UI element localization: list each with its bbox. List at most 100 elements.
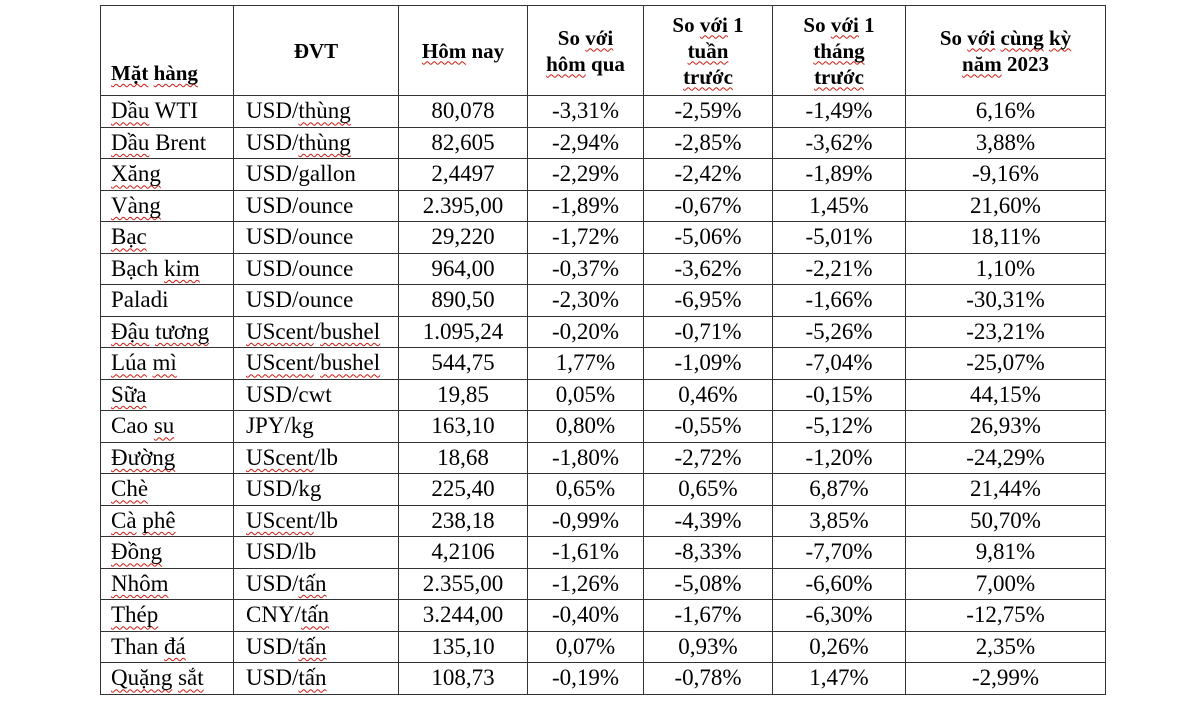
text-segment: USD/ounce xyxy=(246,255,354,281)
cell-so-voi-1-tuan-truoc: -1,67% xyxy=(643,599,773,632)
cell-so-voi-cung-ky-nam-2023: 6,16% xyxy=(905,95,1106,128)
text-segment: 0,26% xyxy=(809,633,869,659)
spellcheck-flagged-text: UScent xyxy=(246,507,314,533)
cell-so-voi-cung-ky-nam-2023: 7,00% xyxy=(905,567,1106,600)
text-segment: WTI xyxy=(149,98,199,124)
cell-unit: UScent/lb xyxy=(233,441,399,474)
text-segment: -5,26% xyxy=(805,318,873,344)
text-segment: 544,75 xyxy=(431,350,495,376)
spellcheck-flagged-text: thùng xyxy=(298,129,351,155)
text-segment: -0,40% xyxy=(551,602,620,628)
cell-commodity: Đường xyxy=(100,441,234,474)
spellcheck-flagged-text: UScent xyxy=(246,350,314,376)
cell-so-voi-cung-ky-nam-2023: 18,11% xyxy=(905,221,1106,254)
cell-unit: USD/tấn xyxy=(233,662,399,695)
cell-so-voi-1-thang-truoc: 6,87% xyxy=(772,473,906,506)
cell-commodity: Đậu tương xyxy=(100,315,234,348)
table-row: Bạc USD/ounce 29,220 -1,72% -5,06% -5,01% 18,1… xyxy=(100,221,1106,254)
text-segment: -1,89% xyxy=(805,161,873,187)
text-segment: Brent xyxy=(149,129,207,155)
cell-hom-nay: 29,220 xyxy=(398,221,528,254)
cell-unit: UScent/bushel xyxy=(233,347,399,380)
text-segment: 108,73 xyxy=(431,665,495,691)
text-segment: 2.355,00 xyxy=(422,570,504,596)
text-segment: ĐVT xyxy=(293,38,339,63)
column-header-so-voi-cung-ky-nam-2023: So với cùng kỳ năm 2023 xyxy=(905,5,1106,96)
table-row: Than đá USD/tấn 135,10 0,07% 0,93% 0,26% 2,35% xyxy=(100,630,1106,663)
text-segment: 0,65% xyxy=(555,476,616,502)
text-segment: -0,71% xyxy=(674,318,742,344)
spellcheck-flagged-text: su xyxy=(153,413,175,439)
cell-so-voi-1-tuan-truoc: 0,93% xyxy=(643,630,773,663)
cell-so-voi-1-tuan-truoc: -0,71% xyxy=(643,315,773,348)
cell-unit: USD/ounce xyxy=(233,252,399,285)
text-segment: So xyxy=(803,12,831,37)
cell-unit: USD/gallon xyxy=(233,158,399,191)
cell-hom-nay: 225,40 xyxy=(398,473,528,506)
column-header-mat-hang: Mặt hàng xyxy=(100,5,234,96)
spellcheck-flagged-text: UScent xyxy=(246,318,314,344)
text-segment: Bạch xyxy=(111,255,165,281)
cell-hom-nay: 82,605 xyxy=(398,126,528,159)
text-segment: -0,15% xyxy=(805,381,873,407)
spellcheck-flagged-text: bushel xyxy=(320,350,381,376)
spellcheck-flagged-text: Vàng xyxy=(111,192,161,218)
text-segment: 1,45% xyxy=(809,192,869,218)
column-header-so-voi-1-thang-truoc: So với 1 tháng trước xyxy=(772,5,906,96)
cell-so-voi-hom-qua: 1,77% xyxy=(527,347,644,380)
cell-commodity: Than đá xyxy=(100,630,234,663)
cell-unit: USD/tấn xyxy=(233,567,399,600)
text-segment: CNY/ xyxy=(246,602,301,628)
spellcheck-flagged-text: tấn xyxy=(298,570,327,596)
cell-so-voi-1-tuan-truoc: -3,62% xyxy=(643,252,773,285)
text-segment: USD/ounce xyxy=(246,224,354,250)
text-segment: 26,93% xyxy=(970,413,1041,439)
cell-so-voi-hom-qua: 0,65% xyxy=(527,473,644,506)
text-segment: -1,66% xyxy=(805,287,873,313)
spellcheck-flagged-text: Đậu xyxy=(111,318,150,344)
spellcheck-flagged-text: hôm xyxy=(546,51,586,76)
spellcheck-flagged-text: UScent xyxy=(246,444,314,470)
text-segment: 50,70% xyxy=(970,507,1041,533)
cell-so-voi-cung-ky-nam-2023: 44,15% xyxy=(905,378,1106,411)
spellcheck-flagged-text: tấn xyxy=(298,633,327,659)
text-segment: USD/ xyxy=(246,665,299,691)
cell-so-voi-hom-qua: -2,94% xyxy=(527,126,644,159)
cell-so-voi-1-thang-truoc: -5,01% xyxy=(772,221,906,254)
text-segment: USD/ xyxy=(246,129,299,155)
text-segment: -24,29% xyxy=(966,444,1045,470)
text-segment: 9,81% xyxy=(975,539,1036,565)
cell-commodity: Paladi xyxy=(100,284,234,317)
cell-so-voi-cung-ky-nam-2023: -9,16% xyxy=(905,158,1106,191)
spellcheck-flagged-text: thùng xyxy=(298,98,351,124)
table-row: Thép CNY/tấn 3.244,00 -0,40% -1,67% -6,30% -12… xyxy=(100,599,1106,632)
spellcheck-flagged-text: Cà xyxy=(111,507,137,533)
text-segment: -1,20% xyxy=(805,444,873,470)
text-segment: 1 xyxy=(858,12,875,37)
cell-so-voi-1-tuan-truoc: -0,55% xyxy=(643,410,773,443)
cell-so-voi-cung-ky-nam-2023: -2,99% xyxy=(905,662,1106,695)
cell-so-voi-1-thang-truoc: -1,20% xyxy=(772,441,906,474)
text-segment: 0,80% xyxy=(555,413,616,439)
cell-so-voi-cung-ky-nam-2023: 3,88% xyxy=(905,126,1106,159)
text-segment: USD/lb xyxy=(246,539,317,565)
text-segment: USD/ xyxy=(246,633,299,659)
spellcheck-flagged-text: tấn xyxy=(298,665,327,691)
text-segment: /lb xyxy=(313,444,338,470)
text-segment: Paladi xyxy=(111,287,169,313)
cell-so-voi-hom-qua: -0,19% xyxy=(527,662,644,695)
cell-commodity: Dầu Brent xyxy=(100,126,234,159)
text-segment: -5,01% xyxy=(805,224,873,250)
cell-unit: USD/ounce xyxy=(233,221,399,254)
text-segment: -1,80% xyxy=(551,444,620,470)
cell-so-voi-cung-ky-nam-2023: 21,60% xyxy=(905,189,1106,222)
cell-hom-nay: 18,68 xyxy=(398,441,528,474)
table-row: Đậu tương UScent/bushel 1.095,24 -0,20% -0,7… xyxy=(100,315,1106,348)
cell-commodity: Xăng xyxy=(100,158,234,191)
cell-so-voi-cung-ky-nam-2023: -24,29% xyxy=(905,441,1106,474)
text-segment: -0,78% xyxy=(674,665,742,691)
cell-unit: USD/cwt xyxy=(233,378,399,411)
spellcheck-flagged-text: Mặt xyxy=(111,61,149,85)
